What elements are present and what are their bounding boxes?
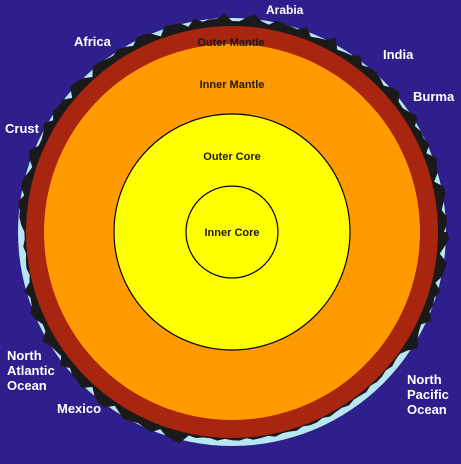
place-label-line: North: [7, 348, 42, 363]
place-label-north-atlantic-ocean: North Atlantic Ocean: [7, 348, 55, 393]
place-label-arabia: Arabia: [266, 3, 304, 17]
place-label-line: Ocean: [407, 402, 447, 417]
place-label-africa: Africa: [74, 34, 111, 49]
place-label-burma: Burma: [413, 89, 455, 104]
place-label-line: North: [407, 372, 442, 387]
place-label-line: Pacific: [407, 387, 449, 402]
inner-mantle-label: Inner Mantle: [199, 79, 265, 91]
place-label-line: Atlantic: [7, 363, 55, 378]
place-label-north-pacific-ocean: North Pacific Ocean: [407, 372, 449, 417]
inner-core-circle: [185, 185, 279, 279]
place-label-mexico: Mexico: [57, 401, 102, 416]
outer-mantle-label: Outer Mantle: [197, 37, 265, 49]
outer-core-label: Outer Core: [203, 151, 261, 163]
place-label-line: Ocean: [7, 378, 47, 393]
place-label-india: India: [383, 47, 414, 62]
crust-label: Crust: [5, 121, 39, 136]
inner-core-label: Inner Core: [204, 227, 260, 239]
